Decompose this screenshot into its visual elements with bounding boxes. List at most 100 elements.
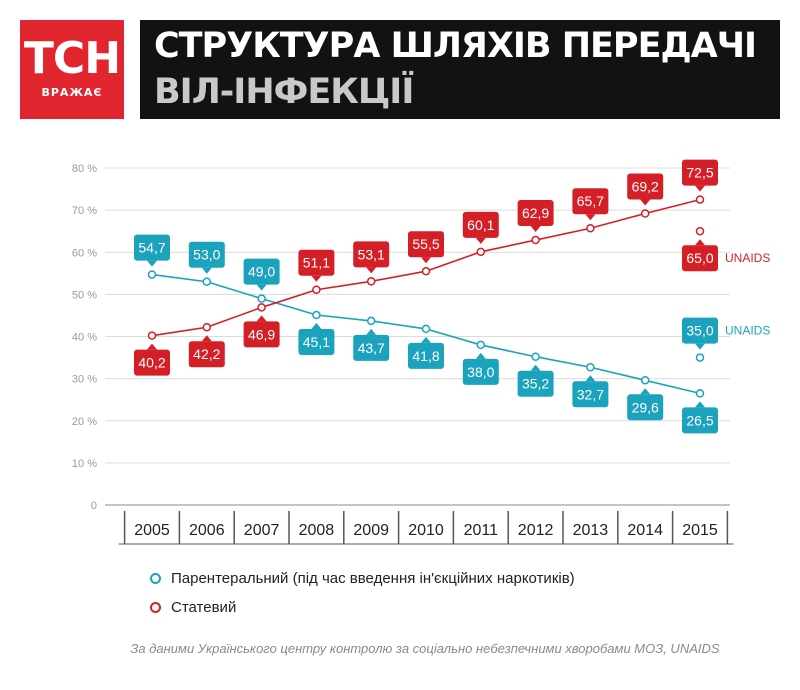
data-label-sexual-pointer [311, 275, 322, 282]
data-label-parenteral-callout: 49,0 [243, 258, 280, 291]
page-title-line-2: ВІЛ-ІНФЕКЦІЇ [154, 72, 414, 112]
x-tick-label: 2011 [464, 522, 499, 539]
data-label-parenteral-text: 41,8 [412, 348, 439, 364]
y-tick-label: 10 % [72, 458, 97, 470]
annotation-source-sexual: UNAIDS [725, 251, 770, 265]
data-label-sexual-callout: 69,2 [627, 173, 664, 206]
data-point-parenteral [421, 324, 431, 334]
data-label-sexual-callout: 53,1 [353, 241, 390, 274]
y-tick-label: 60 % [72, 247, 97, 259]
data-label-parenteral-callout: 54,7 [134, 234, 170, 267]
tsn-logo: ТСН ВРАЖАЄ [20, 20, 124, 119]
data-label-sexual-box [408, 231, 444, 258]
data-label-parenteral-box [134, 234, 170, 261]
data-point-sexual [147, 331, 157, 340]
y-tick-label: 20 % [72, 416, 97, 428]
data-label-sexual-text: 40,2 [138, 355, 165, 371]
annotation-label-sexual-text: 65,0 [686, 250, 713, 266]
data-label-sexual-callout: 62,9 [517, 200, 554, 233]
x-tick-label: 2005 [134, 522, 170, 539]
x-tick-label: 2012 [518, 522, 554, 539]
data-label-parenteral-box [408, 342, 444, 369]
data-point-parenteral [366, 316, 376, 326]
data-label-parenteral-pointer [695, 401, 705, 408]
data-label-sexual-box [243, 321, 280, 348]
annotation-label-sexual-pointer [695, 239, 705, 246]
page-title-line-1: СТРУКТУРА ШЛЯХІВ ПЕРЕДАЧІ [154, 26, 757, 66]
annotation-label-sexual-box [682, 245, 718, 272]
data-label-sexual-pointer [147, 343, 157, 350]
annotation-source-parenteral: UNAIDS [725, 324, 770, 338]
y-tick-label: 40 % [72, 332, 97, 344]
legend-label-sexual: Статевий [171, 599, 237, 616]
data-label-parenteral-box [462, 358, 499, 385]
x-tick-label: 2009 [353, 522, 389, 539]
x-tick-label: 2007 [244, 522, 280, 539]
data-label-sexual-callout: 46,9 [243, 315, 280, 348]
data-label-sexual-text: 42,2 [193, 346, 220, 362]
data-label-parenteral-text: 35,2 [522, 376, 549, 392]
data-label-parenteral-pointer [201, 267, 212, 274]
data-label-parenteral-callout: 35,2 [517, 364, 554, 397]
series-line-parenteral [151, 273, 701, 395]
x-tick-label: 2008 [299, 522, 335, 539]
data-label-sexual-text: 72,5 [686, 165, 713, 181]
data-label-parenteral-text: 32,7 [577, 386, 604, 402]
y-tick-label: 50 % [72, 289, 97, 301]
y-tick-label: 70 % [72, 205, 97, 217]
data-label-parenteral-pointer [530, 364, 541, 371]
data-label-sexual-box [462, 211, 499, 238]
data-point-sexual [640, 209, 650, 218]
y-tick-label: 30 % [72, 374, 97, 386]
data-point-sexual [421, 266, 431, 276]
data-label-sexual-callout: 60,1 [462, 211, 499, 244]
data-label-sexual-text: 65,7 [577, 193, 604, 209]
data-label-sexual-callout: 72,5 [682, 159, 718, 192]
data-label-parenteral-pointer [147, 260, 157, 267]
data-label-sexual-text: 53,1 [358, 246, 385, 262]
data-label-sexual-callout: 40,2 [134, 343, 170, 376]
annotation-point-sexual [695, 226, 705, 236]
source-note: За даними Українського центру контролю з… [130, 641, 720, 656]
data-label-parenteral-callout: 26,5 [682, 401, 718, 434]
data-label-sexual-text: 46,9 [248, 326, 275, 342]
data-label-parenteral-pointer [256, 284, 267, 291]
y-tick-label: 80 % [72, 163, 97, 175]
data-label-sexual-pointer [256, 315, 267, 322]
data-label-sexual-pointer [695, 185, 705, 192]
data-point-parenteral [257, 294, 266, 303]
data-label-sexual-pointer [530, 226, 541, 233]
data-label-parenteral-pointer [640, 388, 651, 395]
data-label-sexual-box [572, 188, 609, 215]
data-label-parenteral-text: 29,6 [632, 399, 659, 415]
annotation-label-parenteral-box [682, 317, 718, 344]
data-point-parenteral [640, 376, 650, 385]
data-label-parenteral-text: 38,0 [467, 364, 494, 380]
data-label-parenteral-text: 49,0 [248, 264, 275, 280]
data-label-sexual-callout: 42,2 [188, 335, 225, 368]
data-label-sexual-pointer [585, 214, 596, 221]
data-label-sexual-text: 55,5 [412, 236, 439, 252]
data-point-sexual [366, 277, 376, 286]
data-label-parenteral-pointer [421, 336, 431, 343]
logo-main-text: ТСН [23, 33, 121, 84]
data-label-sexual-box [353, 241, 390, 268]
annotation-label-sexual-callout: 65,0 [682, 239, 718, 272]
data-label-parenteral-callout: 45,1 [298, 323, 335, 356]
legend-marker-parenteral [150, 573, 161, 584]
data-point-parenteral [586, 363, 595, 372]
data-point-sexual [695, 195, 705, 204]
data-label-parenteral-box [298, 329, 335, 356]
data-label-parenteral-box [353, 334, 390, 361]
data-label-parenteral-pointer [311, 323, 322, 330]
data-label-parenteral-box [682, 407, 718, 434]
data-point-parenteral [202, 277, 212, 286]
data-label-parenteral-box [627, 394, 664, 421]
data-label-parenteral-text: 26,5 [686, 412, 713, 428]
x-tick-label: 2010 [408, 522, 444, 539]
x-tick-label: 2014 [627, 522, 663, 539]
annotation-label-parenteral-pointer [695, 343, 705, 350]
data-label-sexual-box [298, 249, 335, 276]
x-tick-label: 2013 [573, 522, 609, 539]
